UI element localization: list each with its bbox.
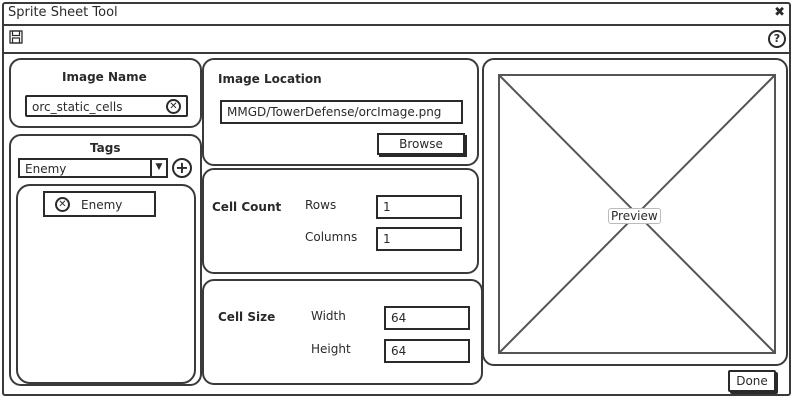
- browse-button[interactable]: Browse: [377, 133, 465, 155]
- cell-size-label: Cell Size: [218, 310, 276, 324]
- image-name-panel: Image Name orc_static_cells ✕: [9, 58, 202, 128]
- image-location-panel: Image Location MMGD/TowerDefense/orcImag…: [202, 58, 479, 166]
- done-button[interactable]: Done: [728, 370, 776, 392]
- image-name-input[interactable]: orc_static_cells: [25, 95, 188, 117]
- tags-label: Tags: [90, 141, 121, 155]
- preview-image-placeholder: [498, 74, 776, 354]
- cell-count-panel: Cell Count Rows 1 Columns 1: [202, 168, 479, 274]
- clear-image-name-icon[interactable]: ✕: [166, 99, 181, 114]
- columns-input[interactable]: 1: [376, 227, 462, 251]
- tag-chip-label: Enemy: [81, 198, 123, 212]
- height-input[interactable]: 64: [384, 339, 470, 363]
- toolbar: ?: [4, 26, 789, 54]
- height-label: Height: [311, 342, 351, 356]
- sprite-sheet-window: Sprite Sheet Tool ✖ ? Image Name orc_sta…: [2, 2, 791, 396]
- cell-count-label: Cell Count: [212, 200, 282, 214]
- tag-list: Enemy ✕: [16, 184, 196, 384]
- width-label: Width: [311, 309, 346, 323]
- image-location-label: Image Location: [218, 72, 322, 86]
- tag-dropdown-value: Enemy: [25, 162, 67, 176]
- close-icon[interactable]: ✖: [774, 5, 785, 20]
- preview-panel: Preview: [482, 58, 788, 366]
- image-name-label: Image Name: [62, 70, 147, 84]
- columns-label: Columns: [305, 230, 358, 244]
- tags-panel: Tags Enemy ▼ + Enemy ✕: [9, 134, 202, 386]
- help-icon[interactable]: ?: [768, 30, 786, 48]
- rows-input[interactable]: 1: [376, 195, 462, 219]
- width-input[interactable]: 64: [384, 306, 470, 330]
- chevron-down-icon[interactable]: ▼: [150, 158, 166, 178]
- tag-dropdown[interactable]: Enemy: [18, 158, 168, 178]
- cell-size-panel: Cell Size Width 64 Height 64: [202, 279, 483, 385]
- rows-label: Rows: [305, 198, 337, 212]
- add-tag-icon[interactable]: +: [172, 158, 192, 178]
- save-icon[interactable]: [9, 30, 23, 44]
- title-bar: Sprite Sheet Tool ✖: [4, 4, 789, 26]
- window-title: Sprite Sheet Tool: [8, 5, 118, 20]
- image-location-input[interactable]: MMGD/TowerDefense/orcImage.png: [220, 100, 463, 124]
- preview-label: Preview: [608, 208, 661, 224]
- remove-tag-icon[interactable]: ✕: [55, 197, 70, 212]
- tag-chip[interactable]: Enemy: [43, 191, 156, 217]
